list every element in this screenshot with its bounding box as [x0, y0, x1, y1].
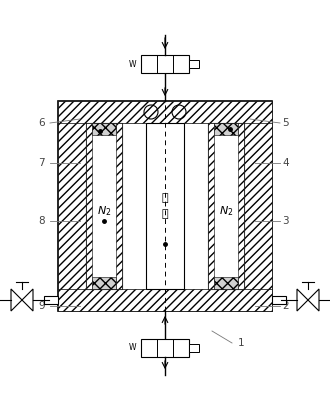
Bar	[272, 296, 286, 304]
Bar	[116, 123, 122, 289]
Bar	[214, 123, 238, 135]
Bar	[146, 123, 184, 289]
Text: 9: 9	[38, 301, 45, 311]
Bar	[141, 339, 189, 357]
Text: 样: 样	[162, 193, 168, 203]
Text: 7: 7	[38, 158, 45, 168]
Bar	[86, 123, 92, 289]
Bar	[141, 55, 189, 73]
Bar	[238, 123, 244, 289]
Text: 1: 1	[238, 338, 245, 348]
Bar	[58, 289, 272, 311]
Text: $N_2$: $N_2$	[219, 204, 233, 218]
Bar	[244, 101, 272, 311]
Bar	[208, 123, 214, 289]
Text: 8: 8	[38, 216, 45, 226]
Text: W: W	[128, 344, 136, 353]
Text: 5: 5	[282, 118, 289, 128]
Text: $N_2$: $N_2$	[97, 204, 111, 218]
Bar	[214, 277, 238, 289]
Bar	[92, 277, 116, 289]
Bar	[44, 296, 58, 304]
Text: W: W	[128, 60, 136, 69]
Text: 6: 6	[38, 118, 45, 128]
Text: 品: 品	[162, 209, 168, 219]
Bar	[208, 123, 244, 289]
Bar	[86, 123, 122, 289]
Bar	[58, 101, 86, 311]
Text: 2: 2	[282, 301, 289, 311]
Bar	[189, 60, 199, 68]
Bar	[92, 123, 116, 135]
Bar	[58, 101, 272, 311]
Bar	[58, 101, 272, 123]
Bar	[189, 344, 199, 352]
Text: 4: 4	[282, 158, 289, 168]
Text: 3: 3	[282, 216, 289, 226]
